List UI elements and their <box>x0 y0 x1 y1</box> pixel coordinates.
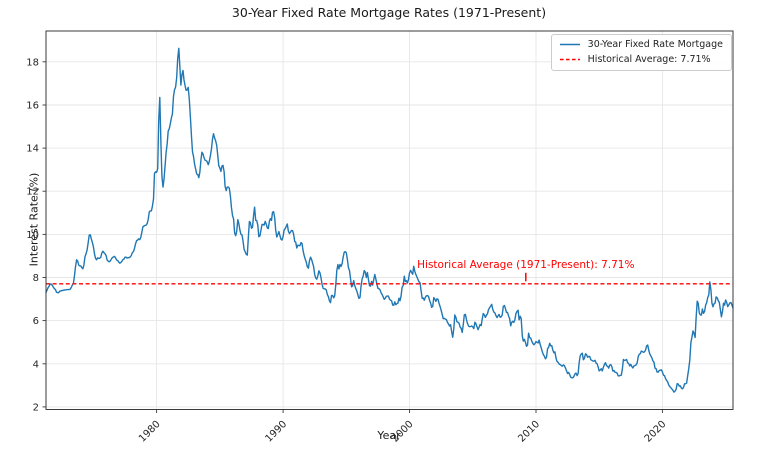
solid-line-sample-icon <box>559 43 580 46</box>
svg-text:2010: 2010 <box>516 419 542 445</box>
svg-text:4: 4 <box>33 359 39 370</box>
svg-text:16: 16 <box>26 101 39 112</box>
legend-label-series: 30-Year Fixed Rate Mortgage <box>587 39 723 50</box>
legend-item-average: Historical Average: 7.71% <box>559 54 723 65</box>
svg-text:10: 10 <box>26 230 39 241</box>
svg-text:12: 12 <box>26 187 39 198</box>
svg-text:1980: 1980 <box>137 419 163 445</box>
x-axis-label: Year <box>377 429 401 442</box>
svg-text:2: 2 <box>33 402 39 413</box>
svg-text:18: 18 <box>26 57 39 68</box>
svg-text:6: 6 <box>33 316 39 327</box>
dashed-line-sample-icon <box>559 58 580 61</box>
svg-text:1990: 1990 <box>263 419 289 445</box>
legend-item-series: 30-Year Fixed Rate Mortgage <box>559 39 723 50</box>
svg-text:2000: 2000 <box>390 419 416 445</box>
chart-title: 30-Year Fixed Rate Mortgage Rates (1971-… <box>231 5 547 20</box>
svg-text:14: 14 <box>26 144 39 155</box>
historical-average-annotation: Historical Average (1971-Present): 7.71% <box>417 258 635 271</box>
svg-text:2020: 2020 <box>643 419 669 445</box>
legend-label-average: Historical Average: 7.71% <box>587 54 711 65</box>
svg-text:8: 8 <box>33 273 39 284</box>
legend: 30-Year Fixed Rate Mortgage Historical A… <box>550 34 732 71</box>
